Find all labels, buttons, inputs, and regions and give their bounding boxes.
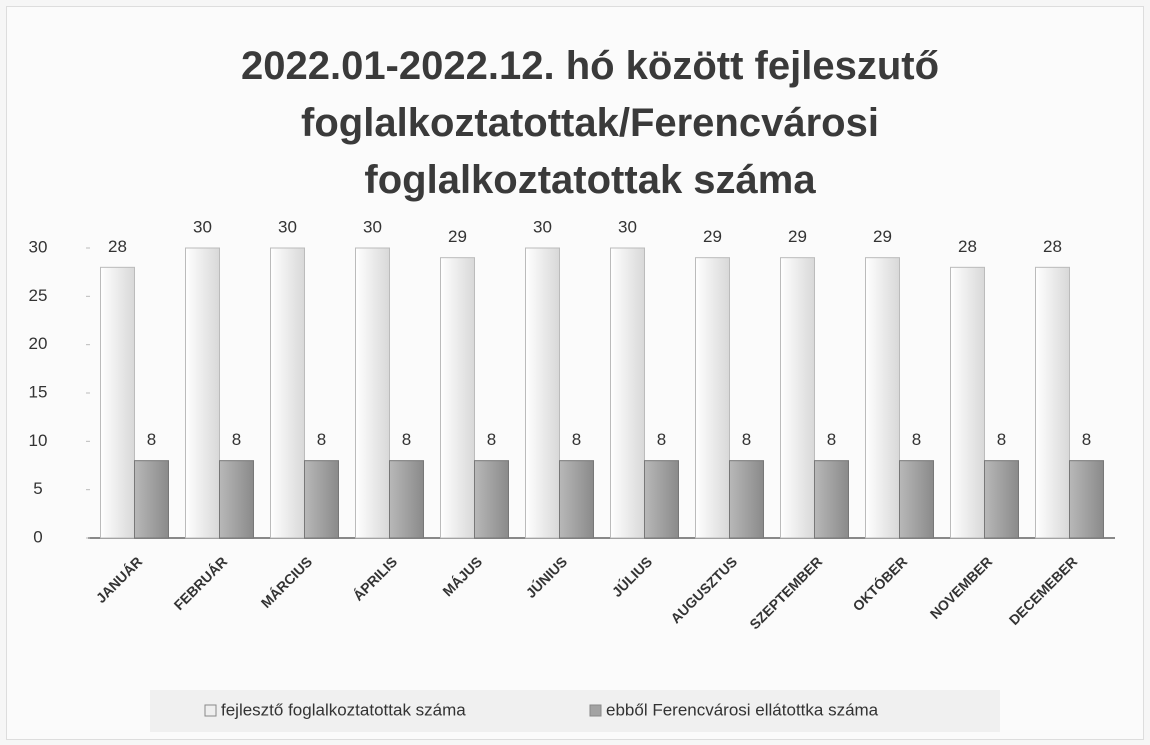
data-label: 8 — [657, 430, 666, 449]
x-tick-label: SZEPTEMBER — [746, 553, 825, 632]
data-label: 8 — [232, 430, 241, 449]
x-tick-label: JANUÁR — [93, 553, 146, 606]
bar — [134, 460, 169, 539]
x-tick-label: JÚLIUS — [608, 553, 655, 600]
bar — [219, 460, 254, 539]
legend-swatch — [204, 704, 217, 717]
x-tick-label: NOVEMBER — [927, 553, 996, 622]
data-label: 8 — [742, 430, 751, 449]
data-label: 29 — [873, 227, 892, 246]
bar — [440, 257, 475, 539]
y-tick-label: 15 — [29, 382, 48, 401]
y-tick-label: 20 — [29, 334, 48, 353]
chart-title: 2022.01-2022.12. hó között fejleszutő fo… — [240, 44, 940, 202]
x-tick-label: OKTÓBER — [849, 553, 911, 615]
y-tick-label: 0 — [33, 527, 42, 546]
x-tick-label: AUGUSZTUS — [667, 553, 740, 626]
bar — [899, 460, 934, 539]
y-tick-label: 30 — [29, 237, 48, 256]
bar — [389, 460, 424, 539]
data-label: 8 — [487, 430, 496, 449]
data-label: 30 — [193, 217, 212, 236]
bar — [865, 257, 900, 539]
bar — [185, 247, 220, 539]
bar — [355, 247, 390, 539]
x-tick-label: DECEMEBER — [1006, 553, 1081, 628]
data-label: 8 — [147, 430, 156, 449]
data-label: 29 — [788, 227, 807, 246]
data-label: 30 — [533, 217, 552, 236]
y-tick-label: 5 — [33, 479, 42, 498]
bar — [270, 247, 305, 539]
data-label: 28 — [108, 237, 127, 256]
data-label: 28 — [1043, 237, 1062, 256]
legend-box — [150, 690, 1000, 732]
bar — [950, 266, 985, 539]
bar — [559, 460, 594, 539]
data-label: 28 — [958, 237, 977, 256]
x-tick-label: JÚNIUS — [522, 553, 570, 601]
bar — [644, 460, 679, 539]
x-tick-label: MÁRCIUS — [258, 553, 316, 611]
data-label: 30 — [363, 217, 382, 236]
data-label: 8 — [827, 430, 836, 449]
data-label: 8 — [997, 430, 1006, 449]
bar — [610, 247, 645, 539]
legend-label: ebből Ferencvárosi ellátottka száma — [606, 700, 879, 719]
data-label: 8 — [572, 430, 581, 449]
y-tick-label: 10 — [29, 431, 48, 450]
bar — [695, 257, 730, 539]
data-label: 8 — [1082, 430, 1091, 449]
bar — [1069, 460, 1104, 539]
data-label: 30 — [278, 217, 297, 236]
data-label: 30 — [618, 217, 637, 236]
x-tick-label: FEBRUÁR — [171, 553, 231, 613]
bar — [780, 257, 815, 539]
bar — [984, 460, 1019, 539]
data-label: 8 — [317, 430, 326, 449]
legend-label: fejlesztő foglalkoztatottak száma — [221, 700, 466, 719]
bar — [1035, 266, 1070, 539]
data-label: 29 — [448, 227, 467, 246]
bar — [814, 460, 849, 539]
data-label: 8 — [912, 430, 921, 449]
legend-swatch — [589, 704, 602, 717]
x-tick-label: MÁJUS — [439, 553, 485, 599]
data-label: 8 — [402, 430, 411, 449]
y-tick-label: 25 — [29, 286, 48, 305]
bar — [304, 460, 339, 539]
bar — [729, 460, 764, 539]
bar — [525, 247, 560, 539]
bar — [474, 460, 509, 539]
x-tick-label: ÁPRILIS — [350, 553, 400, 603]
bar — [100, 266, 135, 539]
data-label: 29 — [703, 227, 722, 246]
